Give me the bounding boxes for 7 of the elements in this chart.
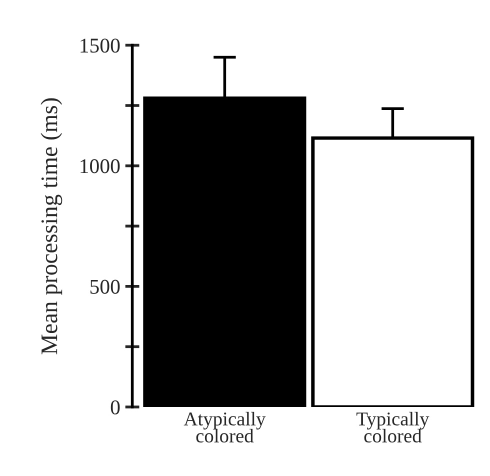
y-tick-label: 0 — [110, 400, 120, 414]
y-tick-label: 500 — [90, 280, 120, 294]
y-tick-label: 1000 — [80, 159, 120, 174]
x-tick-label: Atypically colored — [184, 412, 266, 443]
y-axis-title: Mean processing time (ms) — [40, 98, 62, 354]
x-tick-label: Typically colored — [356, 412, 430, 443]
y-tick-label: 1500 — [80, 38, 120, 53]
